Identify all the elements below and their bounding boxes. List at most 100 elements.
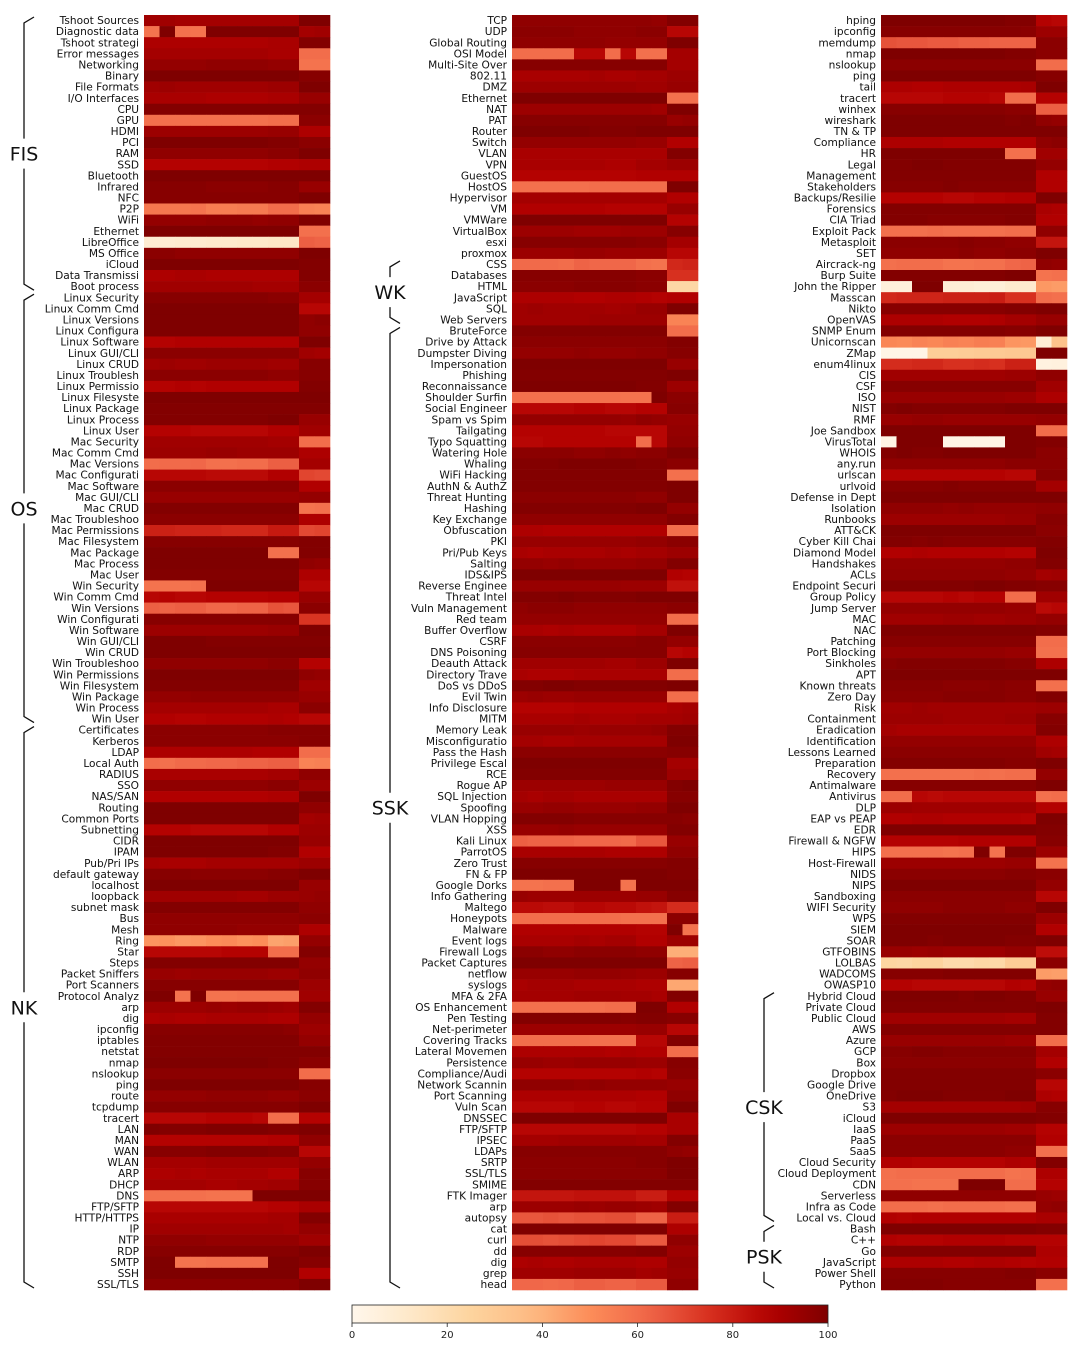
heatmap-cell xyxy=(896,846,913,858)
heatmap-cell xyxy=(682,580,699,592)
row-label: Spam vs Spim xyxy=(432,414,508,426)
heatmap-cell xyxy=(927,347,944,359)
heatmap-cell xyxy=(268,1090,284,1102)
heatmap-cell xyxy=(252,735,269,748)
heatmap-cell xyxy=(283,425,300,437)
heatmap-cell xyxy=(636,591,652,603)
heatmap-cell xyxy=(958,669,975,681)
heatmap-cell xyxy=(881,403,897,415)
heatmap-cell xyxy=(237,525,253,537)
row-label: SSO xyxy=(117,780,139,792)
heatmap-cell xyxy=(1051,414,1068,426)
heatmap-cell xyxy=(175,425,191,437)
heatmap-cell xyxy=(620,547,637,559)
heatmap-cell xyxy=(252,536,269,548)
heatmap-cell xyxy=(268,181,284,193)
heatmap-cell xyxy=(943,436,959,448)
heatmap-cell xyxy=(144,901,160,914)
heatmap-cell xyxy=(943,81,959,93)
row-label: SMIME xyxy=(472,1179,507,1191)
heatmap-cell xyxy=(175,968,191,980)
heatmap-cell xyxy=(527,491,544,504)
heatmap-cell xyxy=(636,236,652,249)
heatmap-cell xyxy=(512,181,528,193)
heatmap-cell xyxy=(527,802,544,814)
heatmap-cell xyxy=(268,591,284,603)
heatmap-cell xyxy=(175,1046,191,1058)
heatmap-cell xyxy=(237,813,253,825)
heatmap-cell xyxy=(1051,613,1068,626)
heatmap-cell xyxy=(620,458,637,470)
heatmap-cell xyxy=(252,757,269,770)
row-label: SQL Injection xyxy=(437,791,507,803)
heatmap-cell xyxy=(958,513,975,526)
heatmap-cell xyxy=(206,536,222,548)
heatmap-cell xyxy=(667,1245,683,1258)
heatmap-cell xyxy=(974,48,990,60)
heatmap-cell xyxy=(574,502,590,515)
heatmap-cell xyxy=(651,536,668,548)
heatmap-cell xyxy=(543,669,559,681)
heatmap-cell xyxy=(881,1156,897,1169)
heatmap-cell xyxy=(1005,447,1021,459)
heatmap-cell xyxy=(574,635,590,648)
heatmap-cell xyxy=(558,159,575,171)
heatmap-cell xyxy=(221,336,238,348)
heatmap-cell xyxy=(527,957,544,969)
heatmap-cell xyxy=(159,81,176,93)
heatmap-cell xyxy=(589,735,606,748)
heatmap-cell xyxy=(558,1179,575,1191)
heatmap-cell xyxy=(283,92,300,104)
row-label: Stakeholders xyxy=(807,181,876,193)
heatmap-cell xyxy=(989,879,1006,892)
heatmap-cell xyxy=(527,525,544,537)
heatmap-cell xyxy=(1020,214,1037,226)
heatmap-cell xyxy=(974,680,990,692)
heatmap-cell xyxy=(896,1179,913,1191)
heatmap-cell xyxy=(159,946,176,958)
row-label: Social Engineer xyxy=(425,403,508,415)
heatmap-cell xyxy=(512,380,528,393)
heatmap-cell xyxy=(574,768,590,781)
heatmap-cell xyxy=(574,314,590,326)
heatmap-cell xyxy=(558,680,575,692)
heatmap-cell xyxy=(527,292,544,304)
heatmap-cell xyxy=(589,114,606,127)
heatmap-cell xyxy=(299,37,315,49)
heatmap-cell xyxy=(636,81,652,93)
heatmap-cell xyxy=(881,602,897,614)
heatmap-cell xyxy=(299,369,315,382)
heatmap-cell xyxy=(667,558,683,570)
heatmap-cell xyxy=(651,569,668,581)
heatmap-cell xyxy=(268,469,284,481)
heatmap-cell xyxy=(943,591,959,603)
heatmap-cell xyxy=(1051,968,1068,980)
heatmap-cell xyxy=(682,1035,699,1047)
heatmap-cell xyxy=(175,1079,191,1091)
heatmap-cell xyxy=(605,1068,621,1080)
heatmap-cell xyxy=(221,624,238,637)
heatmap-cell xyxy=(974,70,990,82)
row-label: Compliance/Audi xyxy=(417,1068,507,1080)
heatmap-cell xyxy=(159,325,176,337)
heatmap-cell xyxy=(943,181,959,193)
heatmap-cell xyxy=(1036,1256,1052,1269)
heatmap-cell xyxy=(605,125,621,138)
heatmap-cell xyxy=(175,414,191,426)
heatmap-cell xyxy=(543,525,559,537)
heatmap-cell xyxy=(512,148,528,160)
heatmap-cell xyxy=(589,635,606,648)
heatmap-cell xyxy=(620,635,637,648)
heatmap-cell xyxy=(1020,635,1037,648)
heatmap-cell xyxy=(252,48,269,60)
heatmap-cell xyxy=(252,879,269,892)
heatmap-cell xyxy=(1020,491,1037,504)
heatmap-cell xyxy=(896,613,913,626)
heatmap-cell xyxy=(1020,1179,1037,1191)
heatmap-cell xyxy=(943,646,959,659)
heatmap-cell xyxy=(1005,325,1021,337)
heatmap-cell xyxy=(682,1278,699,1291)
heatmap-cell xyxy=(527,1090,544,1102)
heatmap-cell xyxy=(1036,569,1052,581)
heatmap-cell xyxy=(605,635,621,648)
